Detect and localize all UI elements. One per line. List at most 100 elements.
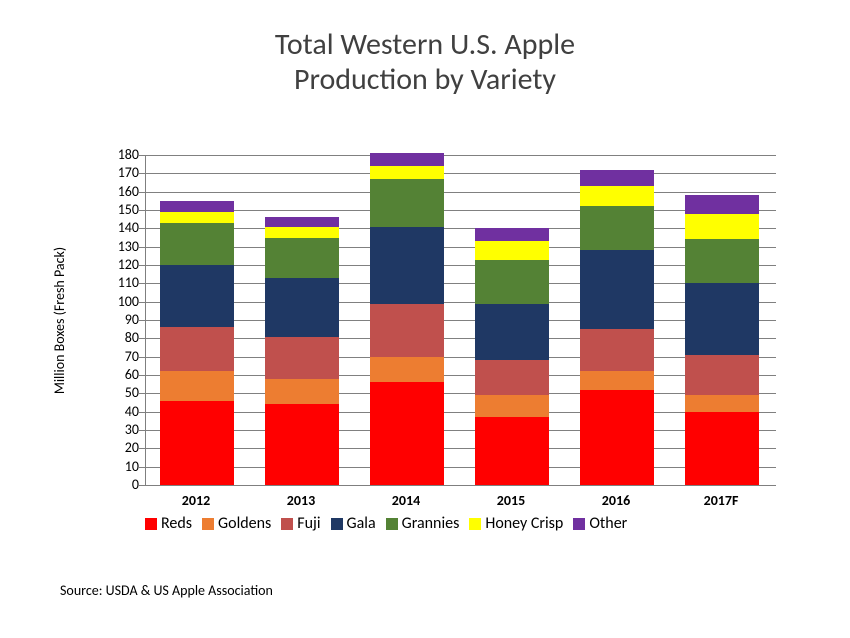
bar-segment <box>685 355 759 395</box>
bar-segment <box>475 304 549 361</box>
legend-label: Reds <box>161 514 192 533</box>
bar-segment <box>370 227 444 304</box>
y-tick-label: 20 <box>99 441 139 455</box>
legend-swatch <box>331 518 343 530</box>
bar-segment <box>265 238 339 278</box>
legend-label: Honey Crisp <box>485 514 563 533</box>
bar-segment <box>475 228 549 241</box>
y-tick <box>139 412 146 413</box>
y-tick <box>139 357 146 358</box>
y-tick-label: 180 <box>99 148 139 162</box>
y-tick <box>139 338 146 339</box>
bar-segment <box>475 241 549 259</box>
bar-segment <box>370 382 444 485</box>
title-line-1: Total Western U.S. Apple <box>275 26 575 63</box>
y-tick <box>139 210 146 211</box>
legend-swatch <box>573 518 585 530</box>
y-tick <box>139 448 146 449</box>
y-tick <box>139 302 146 303</box>
bar-segment <box>685 395 759 412</box>
legend-item: Honey Crisp <box>469 514 563 533</box>
legend-swatch <box>469 518 481 530</box>
chart-title: Total Western U.S. Apple Production by V… <box>0 28 850 97</box>
bar-segment <box>265 337 339 379</box>
legend: Reds Goldens Fuji Gala Grannies Honey Crisp Ot… <box>145 514 795 533</box>
title-line-2: Production by Variety <box>294 61 556 98</box>
bar-segment <box>370 304 444 357</box>
y-axis-label-wrap: Million Boxes (Fresh Pack) <box>50 155 70 485</box>
y-tick <box>139 247 146 248</box>
bar-segment <box>685 412 759 485</box>
legend-item: Gala <box>331 514 376 533</box>
bar-segment <box>580 329 654 371</box>
bar-segment <box>160 201 234 212</box>
legend-item: Reds <box>145 514 192 533</box>
y-tick <box>139 173 146 174</box>
bar-segment <box>265 217 339 226</box>
y-tick-label: 90 <box>99 313 139 327</box>
y-tick-label: 120 <box>99 258 139 272</box>
y-tick <box>139 265 146 266</box>
legend-item: Other <box>573 514 627 533</box>
legend-swatch <box>145 518 157 530</box>
x-category-label: 2014 <box>369 492 443 509</box>
bar-segment <box>580 390 654 485</box>
y-tick-label: 110 <box>99 276 139 290</box>
bar-segment <box>580 371 654 389</box>
bar-segment <box>265 404 339 485</box>
bar-segment <box>475 395 549 417</box>
legend-item: Grannies <box>386 514 460 533</box>
bars-layer <box>146 155 776 485</box>
y-tick <box>139 155 146 156</box>
legend-label: Gala <box>347 514 376 533</box>
y-tick <box>139 192 146 193</box>
bar-segment <box>580 170 654 187</box>
y-tick-label: 140 <box>99 221 139 235</box>
legend-swatch <box>202 518 214 530</box>
legend-label: Fuji <box>297 514 320 533</box>
bar-segment <box>475 360 549 395</box>
y-tick-label: 130 <box>99 240 139 254</box>
y-tick-label: 80 <box>99 331 139 345</box>
bar-segment <box>265 379 339 405</box>
bar-segment <box>160 401 234 485</box>
legend-item: Fuji <box>281 514 320 533</box>
legend-swatch <box>281 518 293 530</box>
y-tick-label: 10 <box>99 460 139 474</box>
y-tick <box>139 485 146 486</box>
y-tick <box>139 467 146 468</box>
bar-segment <box>160 265 234 327</box>
bar-segment <box>370 179 444 227</box>
bar-segment <box>580 206 654 250</box>
x-category-label: 2012 <box>159 492 233 509</box>
y-tick-label: 60 <box>99 368 139 382</box>
legend-label: Goldens <box>218 514 271 533</box>
y-tick <box>139 228 146 229</box>
bar-segment <box>685 239 759 283</box>
y-tick <box>139 430 146 431</box>
bar-segment <box>475 260 549 304</box>
bar-segment <box>475 417 549 485</box>
bar-segment <box>160 327 234 371</box>
y-tick-label: 70 <box>99 350 139 364</box>
y-tick <box>139 375 146 376</box>
y-tick-label: 30 <box>99 423 139 437</box>
legend-item: Goldens <box>202 514 271 533</box>
y-tick-label: 170 <box>99 166 139 180</box>
y-tick-label: 50 <box>99 386 139 400</box>
y-tick-label: 40 <box>99 405 139 419</box>
bar-segment <box>685 214 759 240</box>
legend-swatch <box>386 518 398 530</box>
y-tick <box>139 320 146 321</box>
bar-segment <box>685 283 759 355</box>
bar-segment <box>685 195 759 213</box>
x-category-label: 2013 <box>264 492 338 509</box>
bar-segment <box>580 250 654 329</box>
y-tick-label: 100 <box>99 295 139 309</box>
y-tick-label: 0 <box>99 478 139 492</box>
source-attribution: Source: USDA & US Apple Association <box>60 582 273 599</box>
legend-label: Grannies <box>402 514 460 533</box>
x-category-label: 2016 <box>579 492 653 509</box>
bar-segment <box>370 357 444 383</box>
bar-segment <box>160 223 234 265</box>
